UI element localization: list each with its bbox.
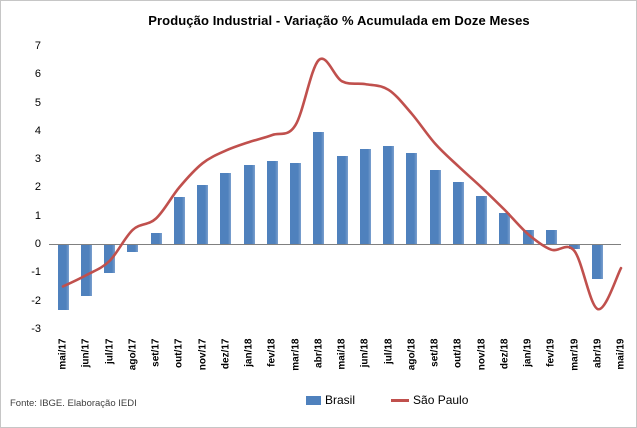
- x-axis-tick-label: jul/17: [104, 338, 115, 365]
- bar-mai/17: [57, 245, 69, 311]
- x-axis-tick-label: mar/19: [569, 338, 580, 371]
- bar-jul/18: [383, 146, 394, 244]
- chart-title: Produção Industrial - Variação % Acumula…: [148, 13, 530, 28]
- sao-paulo-line-swatch-icon: [391, 398, 410, 402]
- bar-jul/17: [104, 245, 115, 274]
- x-axis-tick-label: mar/18: [290, 338, 301, 371]
- x-axis-tick-label: jun/18: [359, 338, 371, 368]
- brasil-bar-swatch-icon: [306, 395, 321, 405]
- bar-ago/17: [127, 245, 139, 253]
- bar-jan/18: [243, 164, 255, 244]
- source-note: Fonte: IBGE. Elaboração IEDI: [10, 398, 137, 409]
- bar-set/17: [150, 232, 162, 244]
- x-axis-tick-label: set/18: [429, 338, 441, 367]
- x-axis-tick-label: mai/18: [336, 338, 348, 370]
- x-axis-tick-label: dez/18: [499, 338, 511, 370]
- y-axis-tick-label: 1: [34, 209, 41, 222]
- y-axis-tick-label: -3: [31, 322, 41, 335]
- bar-fev/19: [545, 229, 557, 244]
- y-axis-tick-label: 7: [34, 39, 41, 52]
- x-axis-tick-label: jul/18: [383, 338, 394, 365]
- x-axis-tick-label: nov/18: [476, 338, 487, 371]
- x-axis-tick-label: ago/17: [127, 338, 139, 371]
- bar-out/17: [173, 197, 185, 244]
- bar-jan/19: [522, 229, 534, 244]
- x-axis-tick-label: abr/19: [592, 338, 604, 368]
- x-axis-tick-label: abr/18: [313, 338, 325, 368]
- legend-label: Brasil: [325, 393, 356, 407]
- y-axis-tick-label: -1: [31, 266, 41, 279]
- bar-jun/18: [359, 149, 371, 244]
- bar-nov/17: [197, 184, 208, 244]
- bar-jun/17: [80, 245, 92, 296]
- y-axis-tick-label: 0: [34, 238, 41, 250]
- x-axis-tick-label: out/18: [452, 338, 464, 368]
- y-axis-tick-label: -2: [31, 294, 41, 307]
- x-axis-tick-label: mai/19: [615, 338, 627, 370]
- x-axis-tick-label: jan/19: [522, 338, 534, 367]
- bar-fev/18: [266, 160, 278, 244]
- x-axis-tick-label: jan/18: [243, 338, 255, 367]
- legend-item-brasil: Brasil: [306, 393, 355, 407]
- x-axis-tick-label: fev/19: [545, 338, 557, 367]
- x-axis-tick-label: nov/17: [197, 338, 208, 371]
- x-axis-tick-label: mai/17: [57, 338, 69, 370]
- y-axis-tick-label: 3: [34, 153, 41, 166]
- legend-item-sao-paulo: São Paulo: [391, 393, 468, 407]
- x-axis-tick-label: dez/17: [220, 338, 232, 370]
- bar-nov/18: [476, 195, 487, 244]
- bar-abr/18: [313, 132, 325, 244]
- legend: Brasil São Paulo: [306, 393, 468, 407]
- y-axis-tick-label: 5: [34, 96, 41, 109]
- bar-abr/19: [592, 245, 604, 279]
- bar-set/18: [429, 170, 441, 244]
- bar-mar/19: [569, 245, 580, 250]
- bar-ago/18: [406, 153, 418, 244]
- y-axis-tick-label: 2: [34, 181, 41, 194]
- bar-mar/18: [290, 163, 301, 244]
- x-axis-tick-label: jun/17: [80, 338, 92, 368]
- x-axis-tick-label: fev/18: [266, 338, 278, 367]
- x-axis-tick-label: out/17: [173, 338, 185, 368]
- bar-dez/17: [220, 173, 232, 244]
- bar-out/18: [452, 181, 464, 244]
- x-axis-tick-label: set/17: [150, 338, 162, 367]
- legend-label: São Paulo: [413, 393, 469, 407]
- y-axis-tick-label: 6: [34, 68, 41, 81]
- y-axis-tick-label: 4: [34, 124, 41, 137]
- bar-mai/18: [336, 156, 348, 244]
- x-axis-line: [49, 244, 621, 245]
- bar-dez/18: [499, 212, 511, 244]
- x-axis-tick-label: ago/18: [406, 338, 418, 371]
